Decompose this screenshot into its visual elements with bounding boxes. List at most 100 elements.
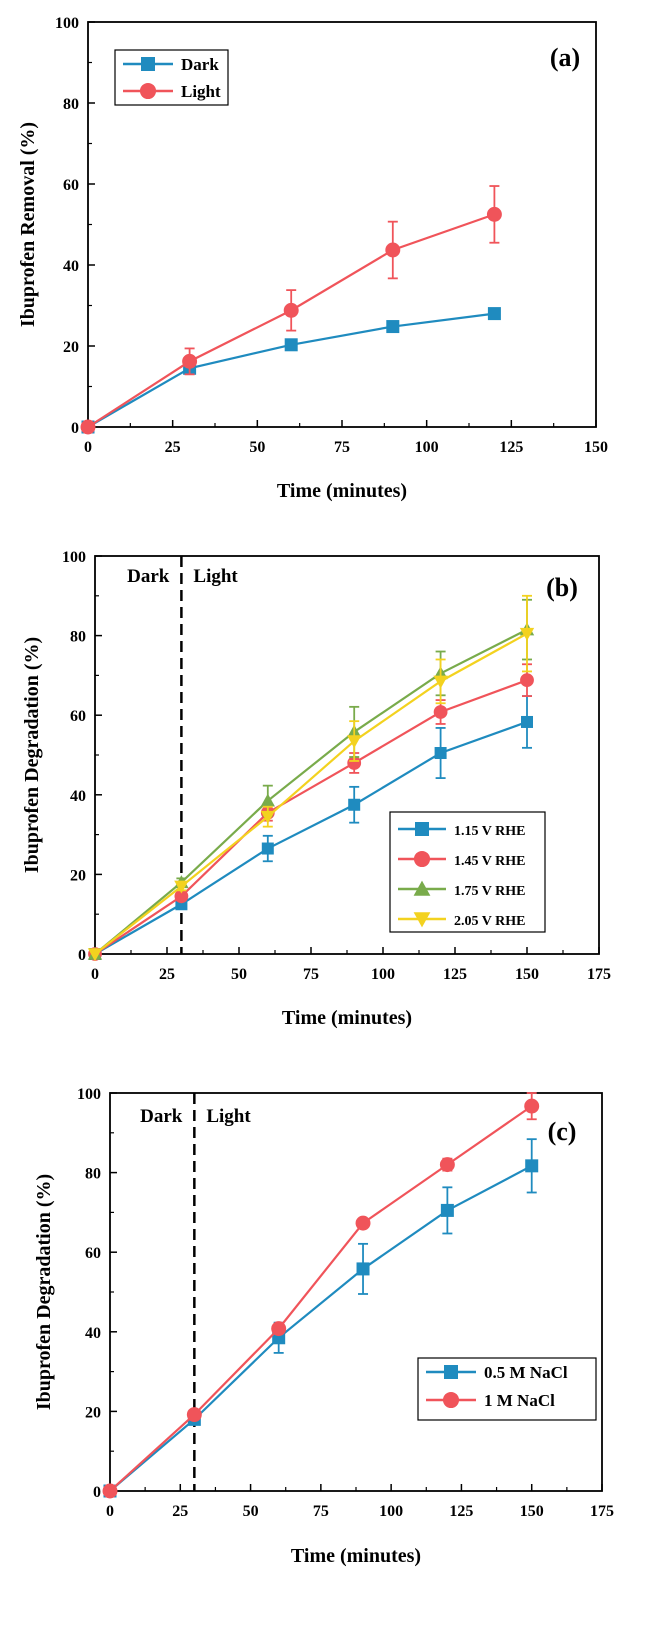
data-point: [487, 307, 501, 321]
y-tick-label: 60: [70, 708, 86, 725]
y-tick-label: 0: [71, 420, 79, 437]
data-point: [186, 1407, 202, 1423]
x-tick-label: 175: [590, 1503, 614, 1520]
data-point: [261, 842, 274, 855]
panel-label: (a): [550, 43, 580, 72]
series-line: [109, 1105, 533, 1492]
x-tick-label: 50: [249, 439, 265, 456]
x-tick-label: 75: [303, 966, 319, 983]
data-point: [355, 1215, 371, 1231]
series-1: [103, 1138, 539, 1498]
legend-swatch-marker: [442, 1391, 460, 1409]
x-tick-label: 125: [449, 1503, 473, 1520]
series-2: [80, 185, 502, 435]
data-point: [271, 1321, 287, 1337]
data-point: [284, 338, 298, 352]
legend-swatch-marker: [139, 82, 157, 100]
x-tick-label: 100: [415, 439, 439, 456]
x-tick-label: 25: [159, 966, 175, 983]
x-axis-label: Time (minutes): [277, 480, 407, 502]
data-point: [356, 1262, 370, 1276]
x-tick-label: 150: [515, 966, 539, 983]
x-tick-label: 75: [334, 439, 350, 456]
legend-entry: Light: [181, 82, 221, 101]
x-tick-label: 50: [243, 1503, 259, 1520]
y-tick-label: 80: [70, 629, 86, 646]
x-tick-label: 175: [587, 966, 611, 983]
x-tick-label: 25: [172, 1503, 188, 1520]
data-point: [386, 320, 400, 334]
legend-entry: 1.15 V RHE: [454, 824, 525, 839]
data-point: [174, 889, 189, 904]
x-axis-label: Time (minutes): [291, 1545, 421, 1567]
x-axis-label: Time (minutes): [282, 1007, 412, 1029]
region-label-light: Light: [193, 566, 238, 587]
data-point: [260, 810, 275, 824]
data-point: [80, 419, 96, 435]
series-line: [94, 628, 528, 955]
series-1: [81, 307, 501, 434]
data-point: [439, 1157, 455, 1173]
legend-swatch-marker: [444, 1365, 458, 1379]
data-point: [440, 1203, 454, 1217]
legend: 1.15 V RHE 1.45 V RHE 1.75 V RHE 2.05 V RHE: [389, 811, 546, 933]
region-label-light: Light: [206, 1106, 251, 1127]
y-tick-label: 0: [93, 1484, 101, 1501]
legend-swatch-marker: [413, 880, 431, 896]
y-tick-label: 100: [62, 549, 86, 566]
legend-frame: [114, 49, 229, 106]
series-line: [94, 720, 528, 955]
x-tick-label: 150: [584, 439, 608, 456]
chart-panel-2: 0 25 50 75 100 125 150 175 0 20 40 60 80 100 Time (min…: [21, 549, 611, 1029]
data-point: [519, 627, 535, 641]
x-tick-label: 75: [313, 1503, 329, 1520]
legend-swatch-marker: [141, 57, 155, 71]
chart-panel-3: 0 25 50 75 100 125 150 175 0 20 40 60 80 100 Time (min…: [33, 1086, 614, 1567]
data-point: [521, 715, 533, 728]
y-axis-label: Ibuprofen Degradation (%): [33, 1174, 55, 1410]
region-label-dark: Dark: [140, 1106, 183, 1127]
data-point: [433, 705, 448, 719]
plot-frame: [109, 1092, 603, 1492]
data-point: [520, 673, 534, 688]
panel-label: (c): [548, 1117, 577, 1146]
data-point: [182, 353, 198, 369]
x-tick-label: 150: [520, 1503, 544, 1520]
data-point: [433, 675, 448, 689]
y-axis-label: Ibuprofen Removal (%): [17, 122, 39, 327]
y-tick-label: 80: [85, 1166, 101, 1183]
y-tick-label: 40: [70, 788, 86, 805]
y-tick-label: 40: [63, 258, 79, 275]
y-tick-label: 20: [70, 867, 86, 884]
data-point: [260, 793, 275, 807]
legend-entry: 1 M NaCl: [484, 1391, 555, 1410]
series-line: [109, 1164, 533, 1492]
legend-entry: Dark: [181, 55, 219, 74]
data-point: [385, 242, 401, 258]
series-4: [87, 594, 535, 962]
legend-entry: 1.75 V RHE: [454, 884, 525, 899]
data-point: [174, 880, 189, 894]
x-tick-label: 100: [371, 966, 395, 983]
legend-swatch-marker: [413, 850, 431, 868]
series-line: [94, 632, 528, 955]
y-tick-label: 100: [77, 1086, 101, 1103]
x-tick-label: 125: [499, 439, 523, 456]
x-tick-label: 0: [91, 966, 99, 983]
data-point: [87, 948, 103, 962]
panel-label: (b): [546, 573, 578, 602]
data-point: [102, 1483, 118, 1499]
region-label-dark: Dark: [127, 566, 170, 587]
data-point: [434, 747, 447, 760]
y-tick-label: 60: [63, 177, 79, 194]
legend-entry: 0.5 M NaCl: [484, 1363, 568, 1382]
x-tick-label: 0: [106, 1503, 114, 1520]
y-tick-label: 40: [85, 1325, 101, 1342]
y-axis-label: Ibuprofen Degradation (%): [21, 637, 43, 873]
x-tick-label: 100: [379, 1503, 403, 1520]
x-tick-label: 0: [84, 439, 92, 456]
y-tick-label: 80: [63, 96, 79, 113]
legend: 0.5 M NaCl 1 M NaCl: [417, 1357, 597, 1421]
legend-swatch-marker: [413, 912, 431, 928]
